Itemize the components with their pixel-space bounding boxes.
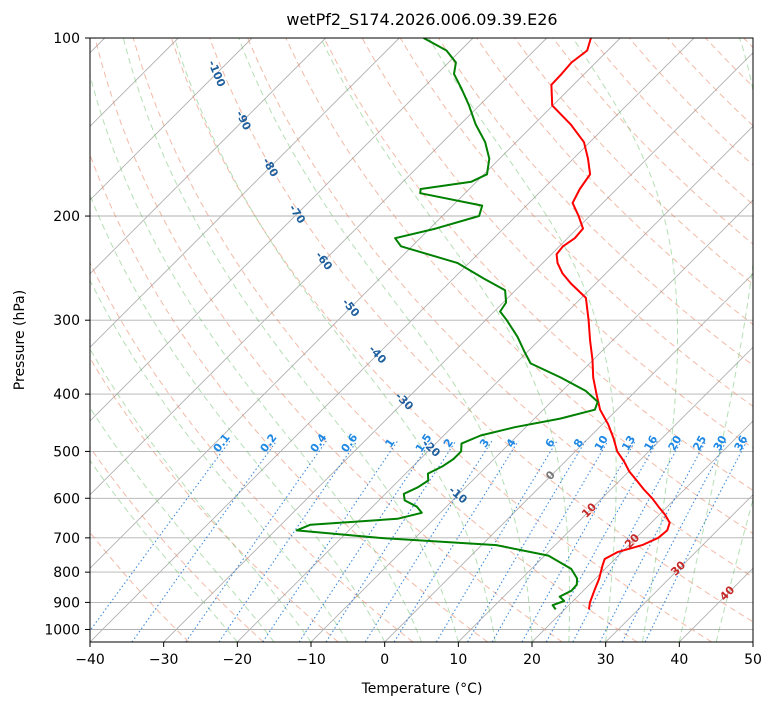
moist-adiabat	[90, 406, 275, 642]
moist-adiabat	[90, 348, 312, 642]
moist-adiabat	[238, 38, 533, 642]
isotherm	[163, 52, 753, 642]
moist-adiabat	[90, 279, 349, 642]
dry-adiabat	[94, 38, 563, 642]
isotherm	[236, 125, 753, 642]
mixing-ratio-line	[325, 440, 457, 642]
mixing-ratio-line	[364, 440, 493, 642]
mixing-ratio-line	[521, 440, 636, 642]
x-tick-label: −40	[75, 652, 105, 668]
chart-title: wetPf2_S174.2026.006.09.39.E26	[286, 10, 557, 30]
moist-adiabat	[428, 38, 617, 642]
dry-adiabat	[247, 38, 753, 578]
dry-adiabat	[285, 38, 753, 535]
moist-adiabat	[572, 38, 679, 642]
x-axis-label: Temperature (°C)	[361, 681, 483, 697]
mixing-ratio-line	[467, 440, 586, 642]
y-tick-label: 500	[53, 444, 80, 460]
x-tick-label: 20	[523, 652, 541, 668]
dry-adiabat	[90, 357, 339, 642]
plot-area	[90, 38, 753, 642]
mixing-ratio-line	[644, 440, 748, 642]
mixing-ratio-line	[435, 440, 558, 642]
mixing-ratio-line	[491, 440, 609, 642]
mixing-ratio-line	[393, 440, 519, 642]
isotherm	[90, 38, 474, 422]
moist-adiabat	[174, 38, 496, 642]
moist-adiabat	[715, 497, 753, 642]
isotherm	[605, 494, 753, 642]
moist-adiabat	[122, 38, 459, 642]
dry-adiabat	[90, 446, 264, 642]
dry-adiabat	[170, 38, 712, 642]
mixing-ratio-line	[262, 440, 399, 642]
x-tick-label: −20	[223, 652, 253, 668]
isotherm	[90, 38, 548, 496]
moist-adiabat	[320, 38, 570, 642]
dry-adiabat	[90, 261, 414, 642]
dry-adiabat	[323, 38, 753, 492]
isotherm	[90, 38, 327, 275]
dry-adiabat	[132, 38, 638, 642]
y-axis-label: Pressure (hPa)	[12, 290, 28, 390]
moist-adiabat	[90, 73, 422, 642]
y-tick-label: 800	[53, 565, 80, 581]
dry-adiabat	[476, 38, 753, 326]
y-tick-label: 100	[53, 31, 80, 47]
mixing-ratio-label: 25	[690, 433, 709, 453]
isotherm	[384, 273, 753, 642]
mixing-ratio-line	[545, 440, 658, 642]
x-tick-label: 40	[670, 652, 688, 668]
x-tick-label: 50	[744, 652, 762, 668]
isotherm	[90, 38, 621, 569]
mixing-ratio-line	[298, 440, 432, 642]
temperature-profile	[550, 38, 671, 610]
axes: −40 −30 −20 −10 0 10 20 30 40 50 100 200 300 400 500 60…	[44, 31, 762, 668]
x-tick-label: −10	[296, 652, 326, 668]
dry-adiabat	[209, 38, 753, 623]
dry-adiabat	[514, 38, 753, 285]
isotherm	[90, 38, 253, 201]
moist-adiabat	[678, 38, 753, 642]
y-tick-label: 200	[53, 209, 80, 225]
y-tick-label: 1000	[44, 622, 80, 638]
mixing-ratio-line	[218, 440, 358, 642]
y-tick-label: 300	[53, 313, 80, 329]
x-tick-label: 10	[449, 652, 467, 668]
y-tick-label: 700	[53, 531, 80, 547]
moist-adiabat	[90, 459, 238, 642]
moist-adiabat	[90, 193, 386, 642]
mixing-ratio-line	[90, 440, 231, 632]
isotherm	[457, 346, 753, 642]
y-tick-label: 600	[53, 491, 80, 507]
mixing-ratio-line	[185, 440, 327, 642]
mixing-ratio-label: 36	[732, 433, 751, 453]
y-tick-label: 900	[53, 595, 80, 611]
x-tick-label: 0	[380, 652, 389, 668]
dewpoint-profile	[295, 38, 599, 610]
isotherm	[531, 420, 753, 642]
plot-frame	[89, 37, 754, 643]
isotherm	[90, 38, 400, 348]
y-tick-label: 400	[53, 387, 80, 403]
x-tick-label: −30	[149, 652, 179, 668]
x-tick-label: 30	[597, 652, 615, 668]
